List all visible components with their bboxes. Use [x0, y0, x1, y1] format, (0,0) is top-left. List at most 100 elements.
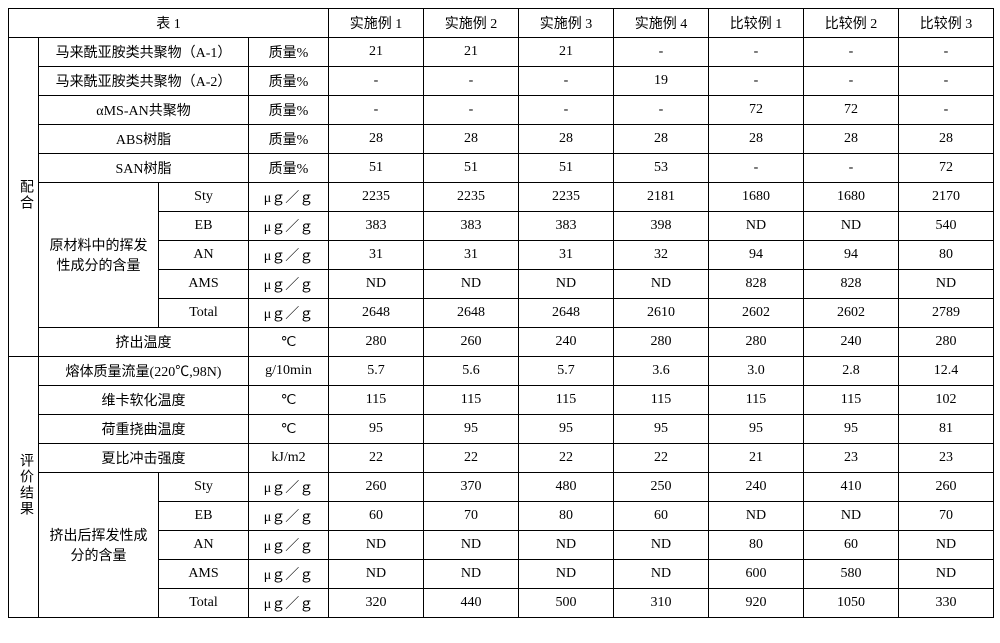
- data-cell: 5.7: [329, 357, 424, 386]
- data-cell: -: [899, 67, 994, 96]
- col-header: 比较例 2: [804, 9, 899, 38]
- data-cell: 2.8: [804, 357, 899, 386]
- col-header: 实施例 1: [329, 9, 424, 38]
- row-label: 马来酰亚胺类共聚物（A-2）: [39, 67, 249, 96]
- data-cell: -: [519, 67, 614, 96]
- data-cell: 115: [424, 386, 519, 415]
- group-label: 原材料中的挥发性成分的含量: [39, 183, 159, 328]
- data-cell: 95: [519, 415, 614, 444]
- data-cell: 80: [519, 502, 614, 531]
- data-cell: 95: [709, 415, 804, 444]
- data-cell: ND: [519, 560, 614, 589]
- data-cell: 370: [424, 473, 519, 502]
- data-cell: 51: [519, 154, 614, 183]
- data-cell: 250: [614, 473, 709, 502]
- data-cell: 2789: [899, 299, 994, 328]
- table-row: 挤出后挥发性成分的含量 Sty μｇ／ｇ 260 370 480 250 240…: [9, 473, 994, 502]
- data-cell: 23: [899, 444, 994, 473]
- data-cell: 828: [709, 270, 804, 299]
- sub-label: AMS: [159, 560, 249, 589]
- row-label: 夏比冲击强度: [39, 444, 249, 473]
- data-cell: 5.7: [519, 357, 614, 386]
- data-cell: 480: [519, 473, 614, 502]
- data-cell: -: [424, 96, 519, 125]
- data-cell: -: [519, 96, 614, 125]
- data-cell: 94: [709, 241, 804, 270]
- data-cell: 920: [709, 589, 804, 618]
- data-cell: 320: [329, 589, 424, 618]
- data-cell: 21: [424, 38, 519, 67]
- data-cell: -: [899, 96, 994, 125]
- row-label: 马来酰亚胺类共聚物（A-1）: [39, 38, 249, 67]
- data-cell: 383: [519, 212, 614, 241]
- unit-cell: μｇ／ｇ: [249, 589, 329, 618]
- unit-cell: 质量%: [249, 96, 329, 125]
- data-cell: ND: [329, 270, 424, 299]
- data-cell: ND: [899, 560, 994, 589]
- data-cell: 2235: [424, 183, 519, 212]
- data-cell: -: [329, 67, 424, 96]
- data-cell: 440: [424, 589, 519, 618]
- unit-cell: ℃: [249, 328, 329, 357]
- data-cell: 95: [614, 415, 709, 444]
- data-cell: 280: [614, 328, 709, 357]
- table-row: 马来酰亚胺类共聚物（A-2） 质量% - - - 19 - - -: [9, 67, 994, 96]
- row-label: 挤出温度: [39, 328, 249, 357]
- data-cell: 23: [804, 444, 899, 473]
- data-cell: 115: [329, 386, 424, 415]
- sub-label: Sty: [159, 183, 249, 212]
- data-cell: 12.4: [899, 357, 994, 386]
- unit-cell: g/10min: [249, 357, 329, 386]
- data-cell: -: [614, 38, 709, 67]
- data-cell: ND: [424, 270, 519, 299]
- header-row: 表 1 实施例 1 实施例 2 实施例 3 实施例 4 比较例 1 比较例 2 …: [9, 9, 994, 38]
- table-row: 夏比冲击强度 kJ/m2 22 22 22 22 21 23 23: [9, 444, 994, 473]
- data-cell: 1050: [804, 589, 899, 618]
- data-cell: ND: [709, 502, 804, 531]
- data-cell: 3.0: [709, 357, 804, 386]
- unit-cell: μｇ／ｇ: [249, 560, 329, 589]
- data-cell: 22: [519, 444, 614, 473]
- data-cell: 72: [709, 96, 804, 125]
- row-label: ABS树脂: [39, 125, 249, 154]
- data-cell: ND: [424, 560, 519, 589]
- sub-label: AN: [159, 241, 249, 270]
- data-cell: 2602: [709, 299, 804, 328]
- data-cell: 260: [899, 473, 994, 502]
- row-label: 维卡软化温度: [39, 386, 249, 415]
- table-row: αMS-AN共聚物 质量% - - - - 72 72 -: [9, 96, 994, 125]
- data-cell: 5.6: [424, 357, 519, 386]
- data-cell: ND: [519, 270, 614, 299]
- data-cell: 240: [709, 473, 804, 502]
- data-cell: -: [709, 38, 804, 67]
- data-cell: 2170: [899, 183, 994, 212]
- data-cell: 2648: [519, 299, 614, 328]
- data-cell: -: [329, 96, 424, 125]
- data-cell: 1680: [709, 183, 804, 212]
- row-label: 荷重挠曲温度: [39, 415, 249, 444]
- data-cell: 21: [709, 444, 804, 473]
- data-cell: 21: [329, 38, 424, 67]
- data-cell: 28: [899, 125, 994, 154]
- data-cell: ND: [614, 560, 709, 589]
- unit-cell: 质量%: [249, 125, 329, 154]
- data-cell: 540: [899, 212, 994, 241]
- data-cell: -: [804, 154, 899, 183]
- data-cell: 115: [709, 386, 804, 415]
- unit-cell: μｇ／ｇ: [249, 183, 329, 212]
- data-cell: 95: [329, 415, 424, 444]
- data-cell: 115: [614, 386, 709, 415]
- data-cell: 28: [424, 125, 519, 154]
- table-row: 配合 马来酰亚胺类共聚物（A-1） 质量% 21 21 21 - - - -: [9, 38, 994, 67]
- data-cell: 260: [329, 473, 424, 502]
- data-cell: ND: [614, 531, 709, 560]
- row-label: αMS-AN共聚物: [39, 96, 249, 125]
- data-cell: 72: [804, 96, 899, 125]
- sub-label: Total: [159, 299, 249, 328]
- col-header: 实施例 3: [519, 9, 614, 38]
- data-cell: 280: [899, 328, 994, 357]
- table-row: 维卡软化温度 ℃ 115 115 115 115 115 115 102: [9, 386, 994, 415]
- data-cell: 21: [519, 38, 614, 67]
- data-cell: 70: [899, 502, 994, 531]
- unit-cell: 质量%: [249, 38, 329, 67]
